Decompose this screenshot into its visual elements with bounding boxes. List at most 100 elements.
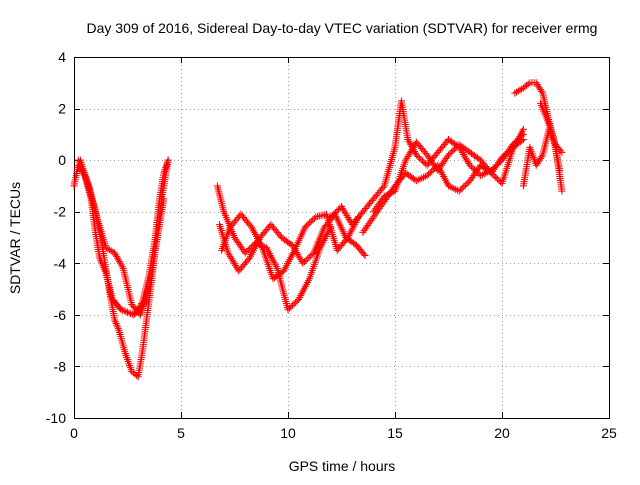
data-point [478,171,486,179]
y-tick-label: -6 [54,307,67,323]
data-point [538,153,546,161]
data-point [379,184,387,192]
data-point [501,151,509,159]
data-point [304,220,312,228]
data-point [538,87,546,95]
data-point [301,223,309,231]
data-point [241,249,249,257]
data-point [452,144,460,152]
data-point [455,187,463,195]
data-point [419,157,427,165]
data-point [232,262,240,270]
data-point [111,316,119,324]
series-sat-l [537,99,564,174]
data-point [448,184,456,192]
data-point [164,156,172,164]
data-point [309,216,317,224]
data-point [120,307,128,315]
x-tick-label: 10 [280,425,296,441]
data-point [386,190,394,198]
data-point [113,321,121,329]
data-point [114,323,122,331]
data-point [409,144,417,152]
data-point [244,246,252,254]
data-point [404,153,412,161]
data-point [382,191,390,199]
series-sat-c [74,156,168,319]
data-point [453,186,461,194]
data-point [445,151,452,159]
data-point [124,308,131,316]
y-tick-label: 2 [58,101,66,117]
data-point [415,154,423,162]
data-point [493,175,501,183]
data-point [338,203,345,211]
data-point [225,251,233,259]
data-point [466,161,474,169]
data-point [450,185,458,193]
data-point [408,145,416,153]
data-point [420,173,428,181]
data-point [556,166,564,174]
data-point [464,158,472,166]
data-point [558,148,566,156]
data-point [498,154,506,162]
y-tick-label: 0 [58,152,66,168]
data-point [446,183,454,191]
data-point [305,253,313,261]
data-point [416,175,424,183]
data-point [519,125,527,133]
data-point [328,211,336,219]
data-point [228,256,236,264]
data-point [226,253,234,261]
data-point [445,182,452,190]
data-point [461,181,469,189]
data-point [463,156,471,164]
data-point [331,208,339,216]
data-point [459,150,467,158]
data-point [462,154,470,162]
data-point [406,149,414,157]
data-point [117,306,125,314]
data-point [557,147,565,155]
data-point [342,210,350,218]
data-point [287,303,295,311]
data-point [407,147,415,155]
y-tick-label: -2 [54,204,67,220]
data-point [443,137,451,145]
data-point [343,212,351,220]
x-tick-label: 20 [494,425,510,441]
data-point [417,155,425,163]
x-axis-label: GPS time / hours [289,458,396,474]
data-point [122,308,130,316]
data-point [341,208,349,216]
data-point [458,184,466,192]
data-point [480,170,488,178]
data-point [460,183,468,191]
data-point [284,306,292,314]
y-tick-label: 4 [58,49,66,65]
data-points [70,79,566,381]
data-point [524,80,532,88]
data-point [500,152,508,160]
data-point [423,172,431,180]
data-point [224,249,232,257]
data-point [428,167,436,175]
data-point [461,152,469,160]
data-point [333,207,341,215]
data-point [387,189,395,197]
data-point [467,163,475,171]
data-point [330,210,338,218]
data-point [477,172,485,180]
data-point [229,258,237,266]
data-point [402,156,410,164]
series-sat-i [370,125,527,216]
data-point [487,169,495,177]
data-point [111,318,119,326]
data-point [426,169,434,177]
data-point [299,259,307,267]
data-point [449,147,457,155]
y-axis-label: SDTVAR / TECUs [7,182,23,294]
data-point [519,136,527,144]
